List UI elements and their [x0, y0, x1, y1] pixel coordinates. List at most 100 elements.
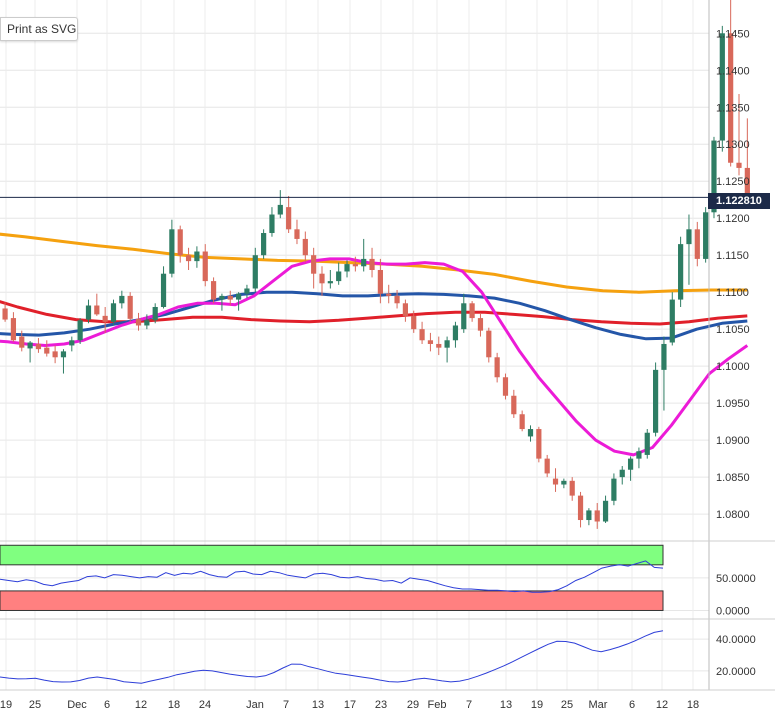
rsi-line: [0, 560, 664, 593]
candle: [619, 466, 625, 485]
candle: [669, 292, 675, 346]
candlesticks: [2, 0, 750, 529]
print-as-svg-button[interactable]: Print as SVG: [0, 17, 78, 41]
candle-body: [744, 167, 750, 198]
candle: [452, 321, 459, 348]
candle: [135, 312, 142, 331]
candle-body: [361, 258, 367, 267]
x-tick-label: 12: [656, 699, 668, 711]
candle: [719, 25, 725, 152]
candle-body: [477, 318, 484, 331]
adx-y-tick-label: 20.0000: [716, 666, 756, 678]
y-tick-label: 1.1100: [716, 287, 749, 299]
candle: [469, 301, 475, 322]
candle: [611, 473, 617, 506]
candle-body: [502, 377, 509, 396]
candle-body: [394, 295, 400, 304]
candle: [244, 284, 250, 299]
candle-body: [152, 306, 158, 321]
y-tick-label: 1.1250: [716, 176, 750, 188]
candle-body: [327, 281, 333, 284]
candle: [35, 338, 42, 353]
candle-body: [569, 480, 575, 496]
candle-body: [552, 478, 559, 485]
main-price-grid: [0, 32, 709, 515]
candle: [494, 352, 500, 383]
y-tick-label: 1.0850: [716, 472, 750, 484]
x-grid: [5, 0, 694, 690]
candle-body: [494, 357, 500, 378]
candle-body: [678, 244, 684, 300]
candle-body: [252, 255, 258, 289]
adx-y-tick-label: 40.0000: [716, 634, 756, 646]
candle-body: [19, 336, 25, 348]
candle: [728, 0, 734, 167]
y-tick-label: 1.1000: [716, 361, 750, 373]
candle: [169, 219, 175, 278]
x-tick-label: 12: [135, 699, 147, 711]
candle-body: [10, 318, 17, 341]
candle-body: [644, 432, 650, 455]
candle-body: [719, 33, 725, 141]
candle: [536, 426, 542, 463]
candle: [477, 312, 484, 337]
candle-body: [653, 369, 659, 433]
y-tick-label: 1.1300: [716, 139, 750, 151]
candle: [502, 373, 509, 400]
candle: [327, 270, 333, 289]
candle: [102, 306, 108, 333]
candle-body: [277, 204, 283, 215]
candle: [461, 293, 467, 333]
candle: [10, 312, 17, 342]
candle: [94, 293, 100, 316]
candle: [110, 299, 117, 326]
candle: [319, 266, 325, 296]
x-tick-label: 18: [168, 699, 180, 711]
candle: [544, 454, 550, 478]
candle-body: [377, 270, 383, 294]
candle: [152, 303, 158, 324]
candle: [661, 336, 667, 411]
candle: [427, 332, 434, 352]
candle-body: [85, 305, 92, 320]
candle-body: [452, 325, 459, 341]
rsi-y-tick-label: 50.0000: [716, 573, 756, 585]
candle-body: [586, 510, 592, 521]
candle-body: [369, 258, 375, 270]
candle: [586, 508, 592, 526]
candle-body: [269, 214, 275, 234]
candle: [311, 247, 317, 289]
moving-averages: [0, 232, 749, 457]
candle: [219, 293, 225, 311]
candle-body: [311, 255, 317, 274]
candle-body: [694, 229, 700, 259]
sma50-line: [0, 290, 748, 341]
candle-body: [169, 229, 175, 274]
candle: [286, 196, 292, 234]
candle: [210, 277, 217, 304]
y-tick-label: 1.1400: [716, 65, 750, 77]
candle-body: [236, 293, 242, 300]
candle: [236, 292, 242, 311]
candle: [77, 318, 83, 344]
candle-body: [77, 320, 83, 341]
candle: [294, 219, 300, 245]
candle: [703, 207, 709, 263]
candle-body: [94, 305, 100, 315]
candle: [386, 284, 392, 304]
x-tick-label: 17: [344, 699, 356, 711]
candle: [686, 214, 692, 285]
x-tick-label: 25: [561, 699, 573, 711]
candle: [261, 229, 267, 259]
candle-body: [627, 458, 634, 470]
candle: [694, 221, 700, 267]
candle: [60, 349, 67, 374]
candle: [402, 299, 408, 322]
candle-body: [35, 343, 42, 350]
candle: [336, 262, 342, 285]
candle-body: [344, 264, 350, 272]
x-tick-label: 18: [687, 699, 699, 711]
candle: [577, 491, 584, 528]
candle: [144, 314, 150, 330]
x-tick-label: 13: [312, 699, 324, 711]
